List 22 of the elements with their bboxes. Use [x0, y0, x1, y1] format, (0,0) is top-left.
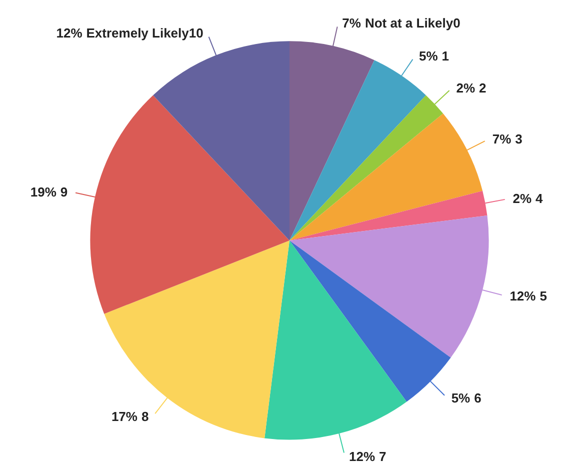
slice-label: 6 [474, 390, 482, 406]
data-label: 12% [56, 26, 83, 41]
slice-label: 5 [540, 288, 547, 304]
data-label: 5% [451, 390, 471, 406]
slice-label: 2 [478, 80, 486, 96]
data-label: 5% [418, 48, 438, 64]
slice-label: 9 [60, 184, 68, 200]
data-label: 12% [349, 449, 376, 464]
slice-label: Extremely Likely10 [86, 26, 204, 41]
data-label: 19% [30, 184, 57, 200]
slice-label: 3 [515, 132, 522, 147]
slice-label: 7 [379, 449, 386, 464]
data-label: 2% [456, 80, 476, 96]
data-label: 17% [111, 409, 138, 424]
slice-label: 1 [442, 48, 449, 64]
slice-label: 8 [141, 409, 149, 424]
data-label: 2% [512, 191, 532, 206]
data-label: 7% [492, 132, 512, 147]
data-label: 12% [510, 288, 536, 304]
slice-label: 4 [536, 191, 544, 206]
slice-label: Not at a Likely0 [364, 15, 460, 30]
data-label: 7% [342, 15, 362, 30]
